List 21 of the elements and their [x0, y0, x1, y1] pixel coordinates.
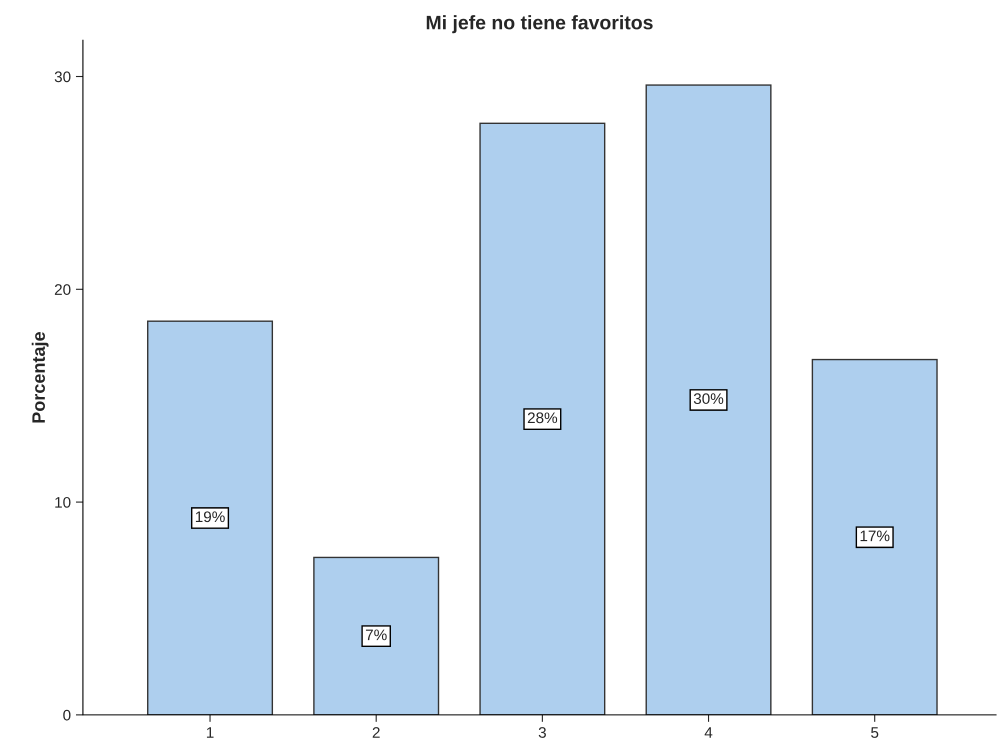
x-tick-label: 1: [206, 727, 214, 738]
y-tick-label: 20: [54, 284, 71, 295]
y-tick-label: 0: [63, 710, 71, 721]
y-tick-label: 30: [54, 71, 71, 82]
bar: [812, 358, 938, 715]
bar: [147, 320, 274, 715]
x-tick-label: 5: [871, 727, 878, 738]
data-label: 30%: [694, 393, 724, 404]
data-label: 28%: [528, 412, 558, 424]
bar: [313, 556, 440, 715]
bar: [646, 84, 772, 715]
data-label: 17%: [860, 530, 890, 542]
chart-title: Mi jefe no tiene favoritos: [426, 15, 653, 34]
x-tick-label: 2: [372, 727, 380, 738]
y-axis-title: Porcentaje: [32, 332, 49, 423]
data-label: 19%: [196, 511, 225, 522]
x-tick-label: 3: [538, 727, 546, 738]
bar: [479, 122, 606, 715]
x-tick-label: 4: [704, 727, 712, 738]
y-tick-label: 10: [55, 496, 71, 508]
data-label: 7%: [366, 629, 387, 640]
